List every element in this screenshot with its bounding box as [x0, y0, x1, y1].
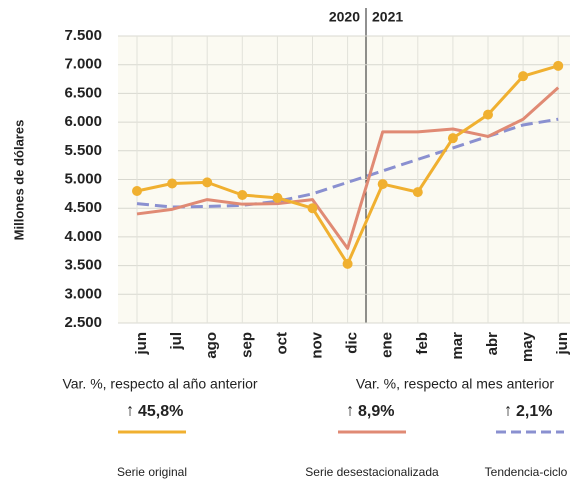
point [377, 179, 388, 190]
x-tick-label: jun [133, 332, 150, 356]
period-label: 2021 [372, 9, 403, 25]
point [202, 177, 213, 188]
y-tick-label: 7.000 [64, 56, 102, 73]
x-tick-label: oct [273, 332, 290, 355]
change-value: 2,1% [516, 403, 552, 420]
change-value: 45,8% [138, 403, 183, 420]
y-tick-label: 5.000 [64, 170, 102, 187]
point [342, 258, 353, 269]
point [237, 189, 248, 200]
x-tick-label: nov [308, 331, 325, 358]
legend-label: Serie desestacionalizada [305, 465, 439, 479]
x-tick-label: jun [554, 332, 571, 356]
y-tick-label: 6.000 [64, 113, 102, 130]
series-line [136, 86, 560, 250]
x-tick-label: abr [484, 332, 501, 356]
point [447, 133, 458, 144]
y-tick-label: 5.500 [64, 142, 102, 159]
y-tick-label: 3.500 [64, 257, 102, 274]
y-tick-label: 4.500 [64, 199, 102, 216]
point [167, 178, 178, 189]
x-tick-label: may [519, 331, 536, 362]
x-tick-label: mar [449, 332, 466, 360]
change-header: Var. %, respecto al mes anterior [356, 376, 554, 392]
change-header: Var. %, respecto al año anterior [62, 376, 257, 392]
y-tick-label: 4.000 [64, 228, 102, 245]
change-value: 8,9% [358, 403, 394, 420]
legend-label: Tendencia-ciclo [485, 465, 568, 479]
point [553, 60, 564, 71]
point [307, 203, 318, 214]
x-tick-label: ene [379, 332, 396, 358]
point [483, 109, 493, 120]
point [518, 71, 529, 82]
y-tick-label: 2.500 [64, 314, 102, 331]
y-axis-label: Millones de dólares [11, 120, 26, 241]
change-arrow: ↑ [504, 400, 513, 419]
x-tick-label: feb [414, 332, 431, 355]
period-label: 2020 [329, 9, 360, 25]
x-tick-label: ago [203, 332, 220, 359]
point [272, 192, 283, 203]
point [132, 185, 142, 196]
y-tick-label: 6.500 [64, 84, 102, 101]
x-tick-label: jul [168, 332, 185, 351]
y-tick-label: 3.000 [64, 285, 102, 302]
change-arrow: ↑ [346, 400, 355, 419]
legend-label: Serie original [117, 465, 187, 479]
x-tick-label: dic [344, 332, 361, 354]
change-arrow: ↑ [126, 400, 135, 419]
y-tick-label: 7.500 [64, 27, 102, 44]
x-tick-label: sep [238, 332, 255, 358]
point [412, 187, 423, 198]
